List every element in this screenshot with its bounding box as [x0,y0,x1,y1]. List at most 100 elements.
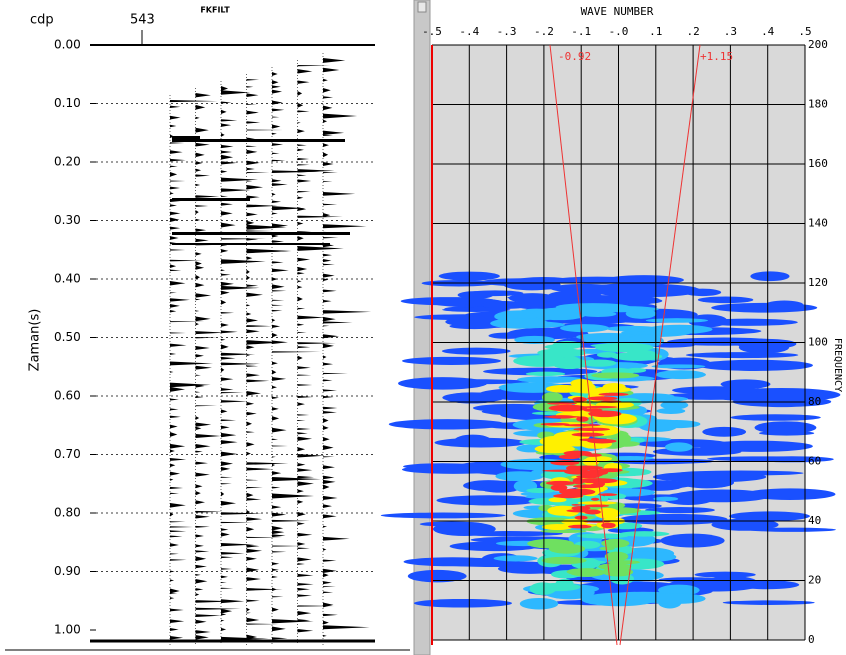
wiggle [272,206,306,211]
wiggle [297,395,314,399]
wiggle [246,421,252,426]
wiggle [221,330,238,334]
wiggle [272,72,278,76]
wiggle [272,234,279,238]
wiggle [170,408,179,411]
wiggle [272,471,282,475]
wiggle [221,581,227,583]
spectrum-blob [576,533,629,539]
wiggle [221,300,227,305]
wiggle [246,588,283,591]
wiggle [195,550,210,553]
spectrum-blob [563,450,592,456]
x-tick-label: -.2 [534,25,554,38]
wiggle [170,502,186,508]
wiggle [272,299,285,301]
wiggle [221,400,248,403]
wiggle [246,379,270,383]
spectrum-blob [590,497,600,501]
wiggle [195,152,205,158]
wiggle [246,411,257,416]
wiggle [221,249,229,253]
wiggle [221,144,234,149]
wiggle [297,207,307,211]
wiggle [170,353,177,355]
wiggle [297,231,312,233]
wiggle [195,93,211,98]
wiggle [170,292,177,294]
wiggle [195,210,199,215]
spectrum-blob [534,444,575,454]
wiggle [221,476,233,478]
spectrum-blob [702,426,747,437]
event [172,139,345,142]
filter-label: -0.92 [558,50,591,63]
wiggle [323,253,333,257]
wiggle [221,281,234,287]
wiggle [195,614,222,617]
wiggle [297,272,305,275]
wiggle [170,471,181,476]
spectrum-blob [711,518,779,531]
wiggle [195,422,212,427]
spectrum-blob [432,522,496,537]
wiggle [323,495,338,500]
spectrum-blob [619,531,670,537]
spectrum-blob [606,325,661,332]
wiggle [195,282,205,288]
spectrum-blob [598,392,629,396]
wiggle [246,548,263,553]
wiggle [297,420,306,422]
divider-handle[interactable] [417,1,427,13]
wiggle [195,354,204,358]
spectrum-blob [380,512,506,519]
wiggle [297,280,302,283]
wiggle [297,594,312,597]
wiggle [195,331,226,335]
spectrum-blob [527,538,574,549]
wiggle [323,514,337,519]
spectrum-blob [673,489,771,503]
wiggle [221,101,232,104]
spectrum-blob [550,460,580,466]
wiggle [195,573,201,576]
wiggle [246,479,259,481]
wiggle [297,215,343,218]
x-tick-label: .5 [798,25,811,38]
spectrum-blob [699,440,813,452]
divider [413,0,431,655]
wiggle [195,544,204,548]
wiggle [272,525,284,531]
wiggle [297,366,311,370]
spectrum-blob [553,493,584,499]
wiggle [246,599,260,602]
wiggle [297,432,308,435]
wiggle [297,481,314,486]
wiggle [323,203,338,206]
wiggle [195,472,210,477]
wiggle [297,179,312,183]
wiggle [246,607,250,612]
wiggle [221,188,251,192]
wiggle [272,587,277,592]
wiggle [246,171,270,174]
wiggle [297,80,310,84]
wiggle [246,509,251,515]
wiggle [272,361,278,365]
spectrum-blob [652,471,767,483]
wiggle [323,113,358,119]
y-tick-label: 200 [808,38,828,51]
spectrum-blob [588,410,622,418]
wiggle [323,119,328,124]
wiggle [170,635,184,640]
wiggle [272,493,315,499]
wiggle [297,129,305,134]
wiggle [246,180,253,182]
wiggle [170,217,180,222]
wiggle [221,195,229,198]
spectrum-blob [543,415,581,418]
spectrum-blob [667,337,781,346]
wiggle [246,365,259,367]
wiggle [246,318,259,323]
wiggle [246,256,253,260]
